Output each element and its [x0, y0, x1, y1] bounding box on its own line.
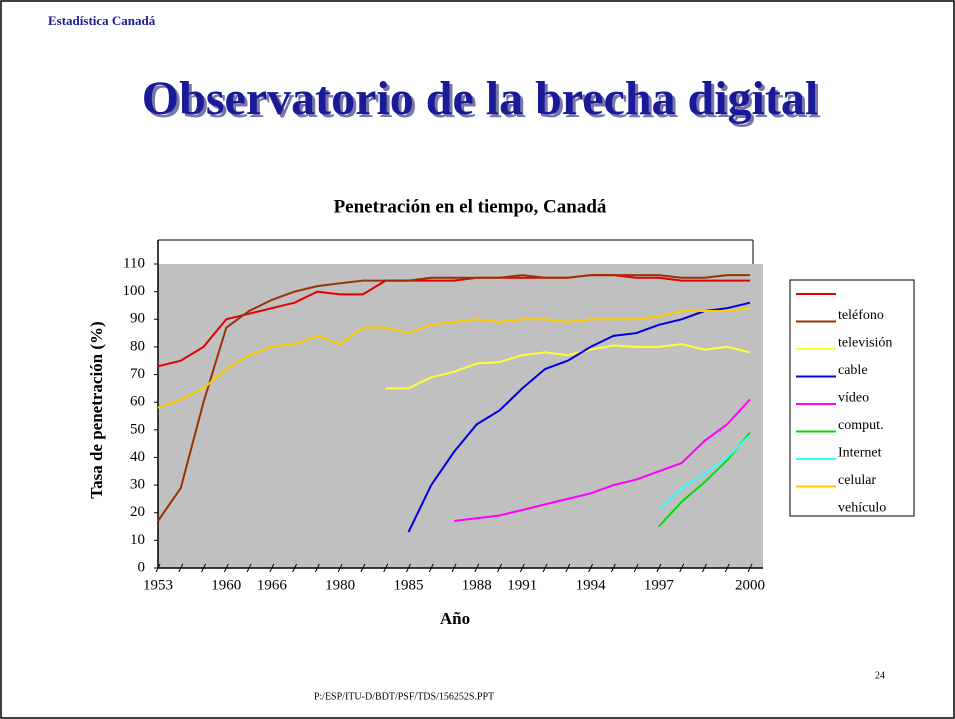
x-tick-label: 1997 — [644, 577, 675, 593]
x-tick-label: 1988 — [462, 577, 492, 593]
y-tick-label: 100 — [123, 283, 146, 299]
legend-label: teléfono — [838, 308, 884, 323]
y-tick-label: 20 — [130, 504, 145, 520]
x-tick — [542, 563, 548, 573]
series-line — [157, 274, 750, 522]
x-tick — [747, 563, 753, 573]
legend-label: televisión — [838, 336, 892, 351]
x-tick — [702, 563, 707, 573]
y-tick-label: 0 — [138, 559, 146, 575]
x-tick — [269, 563, 275, 573]
x-tick — [314, 563, 320, 573]
x-tick — [519, 563, 525, 573]
series-line — [658, 434, 751, 511]
x-tick — [155, 563, 161, 573]
x-tick — [246, 563, 252, 573]
y-tick-label: 30 — [130, 477, 145, 493]
x-tick — [724, 563, 730, 573]
title: Observatorio de la brecha digital — [142, 72, 818, 125]
title-shadow: Observatorio de la brecha digital — [145, 75, 821, 128]
x-tick — [610, 563, 616, 573]
footer: P:/ESP/ITU-D/BDT/PSF/TDS/156252S.PPT — [314, 691, 494, 702]
legend-label: comput. — [838, 418, 884, 433]
plot-background — [158, 264, 763, 568]
series-line — [157, 307, 751, 409]
legend-label: cable — [838, 363, 868, 378]
legend-label: Internet — [838, 446, 882, 461]
x-tick-label: 1960 — [211, 577, 241, 593]
x-tick — [679, 563, 685, 573]
x-tick-label: 1966 — [257, 577, 288, 593]
x-tick-label: 1991 — [507, 577, 537, 593]
x-tick — [565, 563, 571, 573]
legend-label: vídeo — [838, 391, 869, 406]
x-axis-label: Año — [440, 609, 470, 628]
y-tick-label: 90 — [130, 311, 145, 327]
x-tick — [406, 563, 411, 573]
legend-label: celular — [838, 473, 876, 488]
series-line — [453, 398, 751, 522]
y-tick-label: 80 — [130, 338, 145, 354]
x-tick — [383, 563, 389, 573]
series-line — [157, 274, 750, 368]
x-tick — [428, 563, 434, 573]
x-tick — [337, 563, 343, 573]
x-tick-label: 2000 — [735, 577, 765, 593]
y-tick-label: 70 — [130, 366, 145, 382]
header: Estadística Canadá — [48, 13, 156, 28]
x-tick — [178, 563, 184, 573]
legend-label: vehículo — [838, 501, 886, 516]
x-tick — [656, 563, 662, 573]
y-tick-label: 50 — [130, 421, 145, 437]
y-axis-label: Tasa de penetración (%) — [87, 321, 106, 498]
y-tick-label: 60 — [130, 394, 145, 410]
legend-box — [789, 279, 915, 517]
x-tick-label: 1994 — [576, 577, 607, 593]
y-tick-label: 110 — [123, 255, 145, 271]
x-tick — [588, 563, 594, 573]
x-tick — [497, 563, 502, 573]
x-tick-label: 1953 — [143, 577, 173, 593]
chart-title: Penetración en el tiempo, Canadá — [334, 196, 607, 217]
x-tick — [360, 563, 366, 573]
series-line — [385, 343, 751, 390]
x-tick — [633, 563, 639, 573]
y-tick-label: 40 — [130, 449, 145, 465]
x-tick — [201, 563, 206, 573]
page-number: 24 — [875, 670, 885, 681]
x-tick — [292, 563, 298, 573]
x-tick-label: 1985 — [393, 577, 423, 593]
y-tick-label: 10 — [130, 532, 145, 548]
series-line — [407, 301, 751, 533]
x-tick — [474, 563, 480, 573]
x-tick-label: 1980 — [325, 577, 355, 593]
x-tick — [451, 563, 457, 573]
x-tick — [223, 563, 229, 573]
